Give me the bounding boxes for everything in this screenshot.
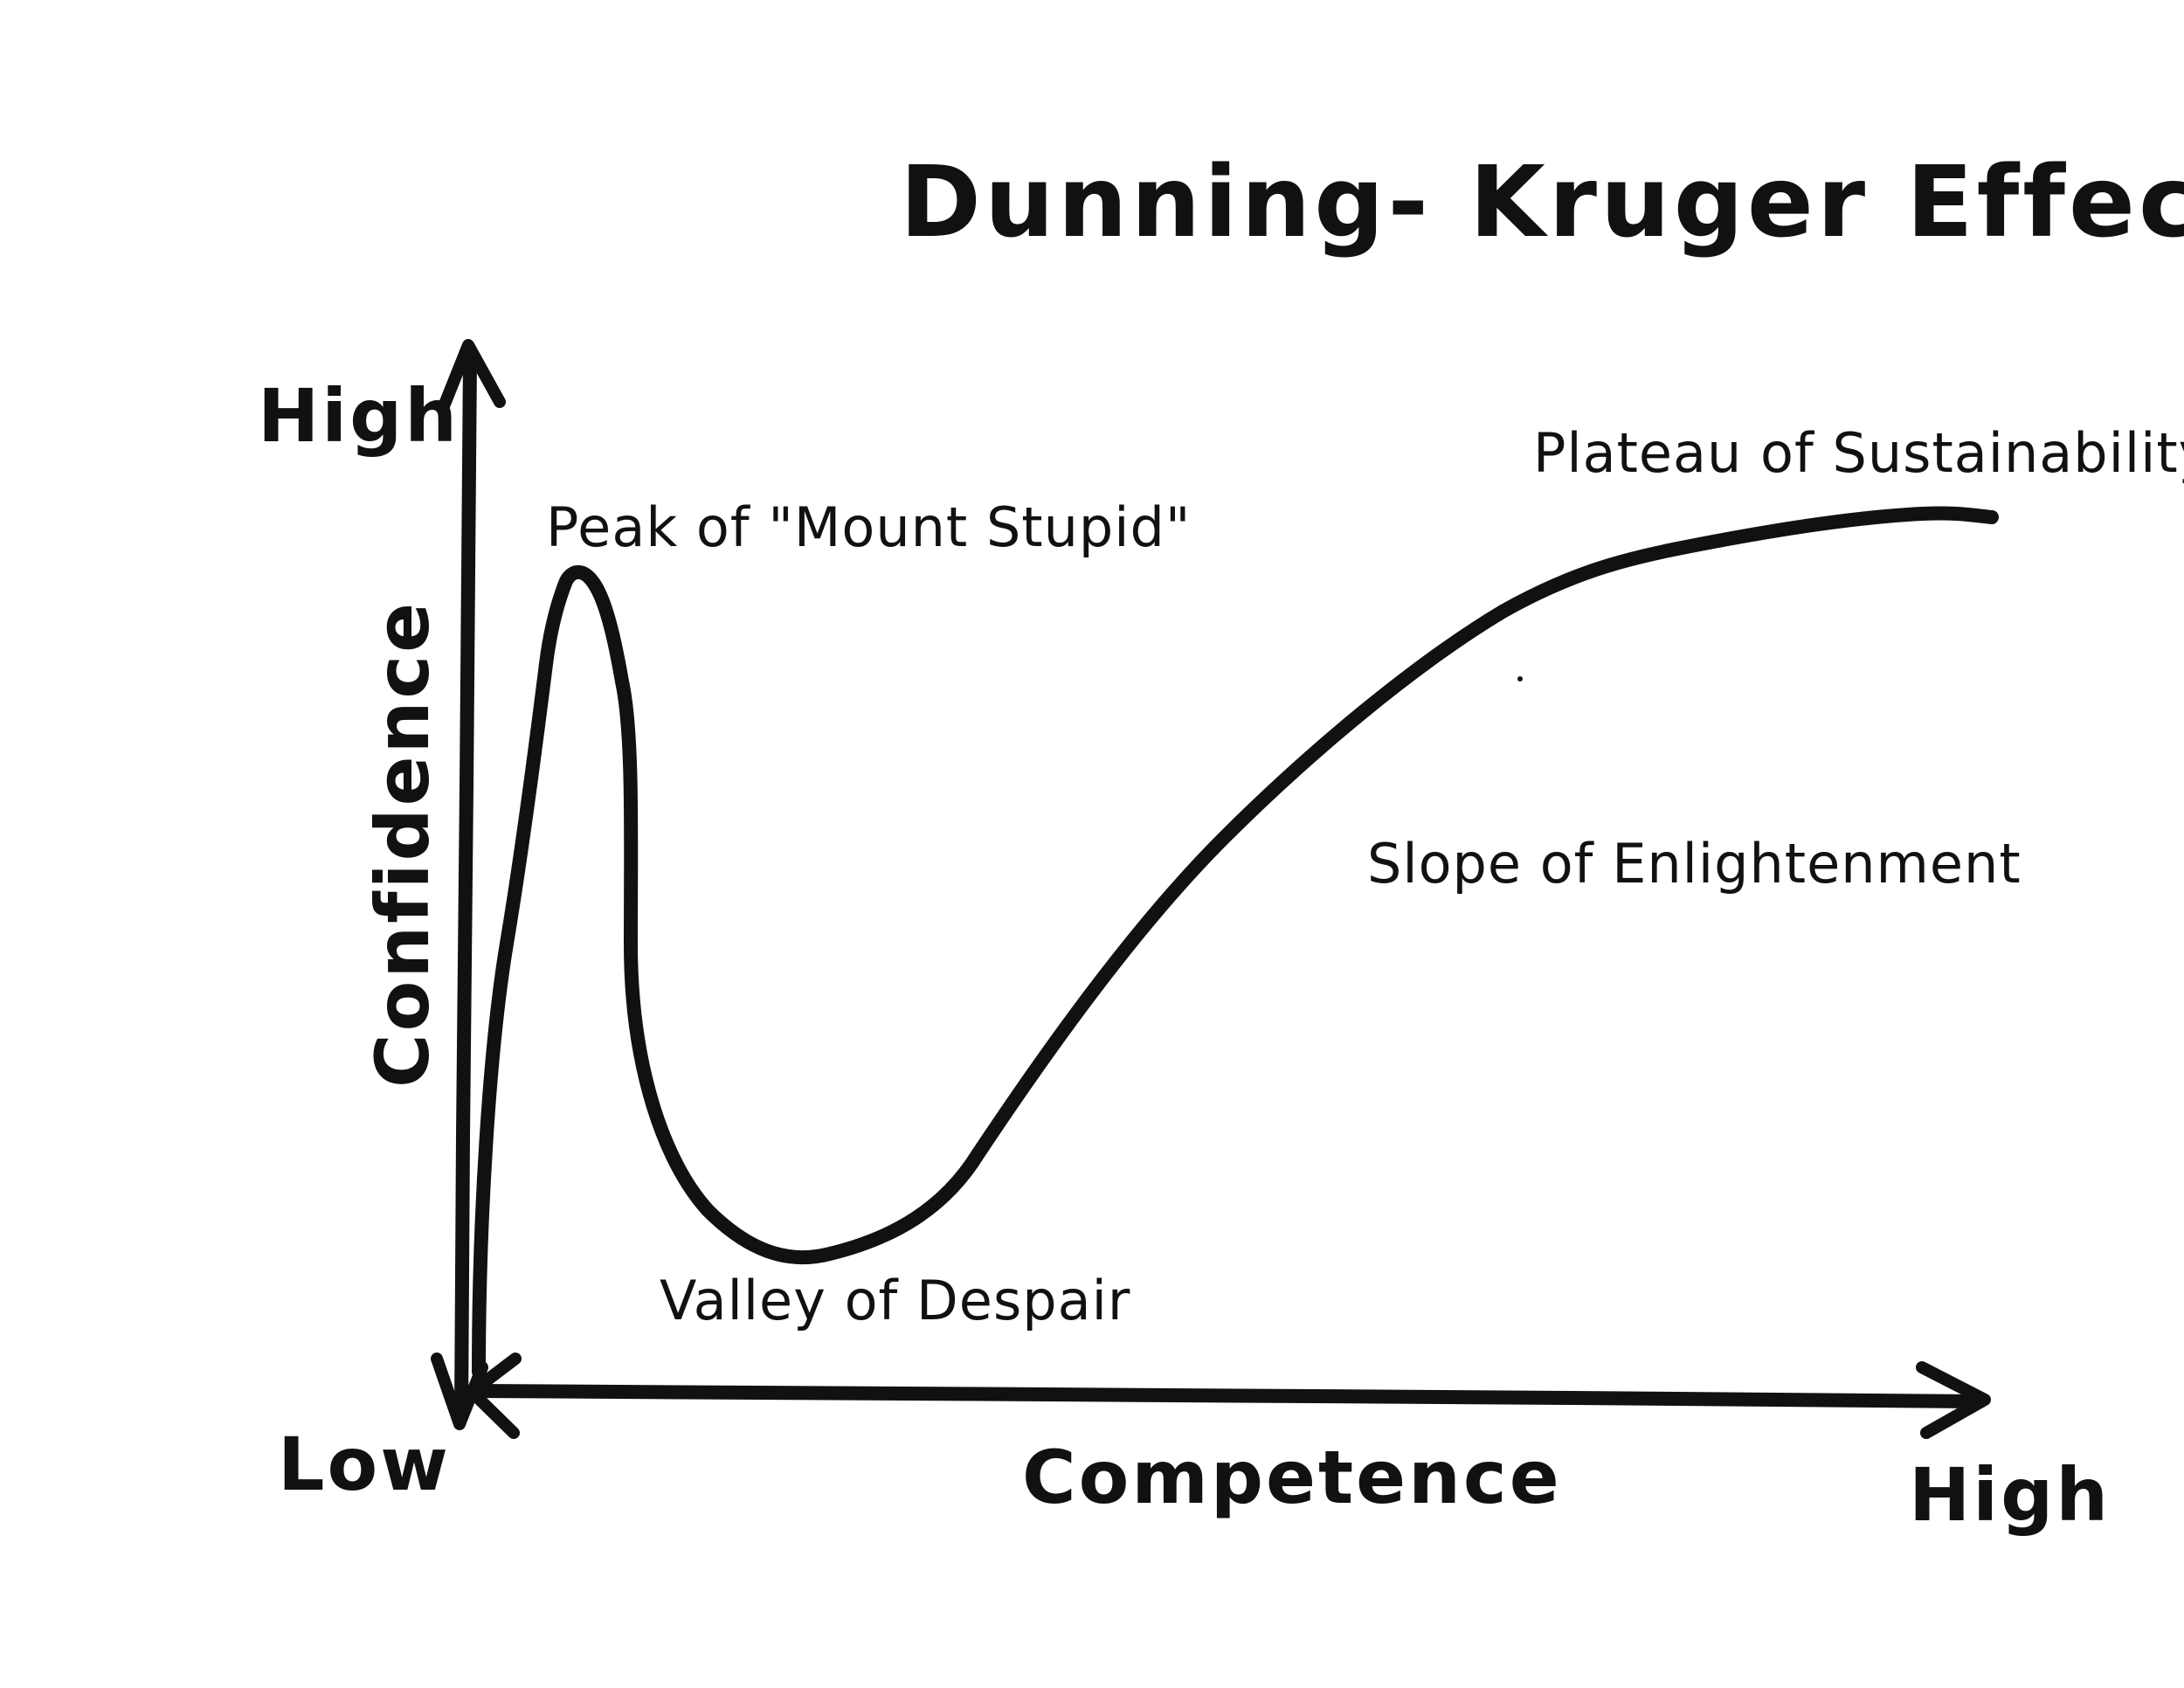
annotation-peak: Peak of "Mount Stupid" (546, 495, 1191, 559)
x-axis-label: Competence (1022, 1435, 1562, 1520)
annotation-valley: Valley of Despair (660, 1269, 1130, 1332)
annotation-plateau: Plateau of Sustainability (1533, 421, 2184, 485)
x-axis-line (469, 1384, 1981, 1408)
x-axis-arrowhead-right (1916, 1361, 1991, 1439)
ink-speck (1517, 676, 1523, 681)
y-axis-line (454, 351, 477, 1422)
y-axis-arrowhead-top (438, 339, 506, 412)
annotation-slope: Slope of Enlightenment (1367, 832, 2022, 896)
dunning-kruger-curve (472, 506, 1999, 1379)
y-axis-low-label: Low (278, 1422, 451, 1507)
x-axis-arrowhead-left (466, 1352, 522, 1439)
y-axis-label: Confidence (360, 600, 446, 1088)
y-axis-high-label: High (258, 373, 460, 459)
x-axis-high-label: High (1909, 1452, 2111, 1538)
diagram-title: Dunning- Kruger Effect (900, 146, 2184, 259)
